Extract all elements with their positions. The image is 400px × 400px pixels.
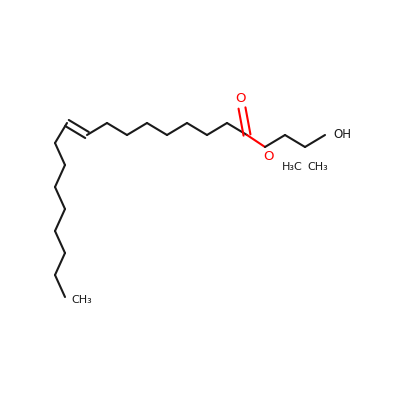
Text: CH₃: CH₃	[72, 295, 92, 305]
Text: CH₃: CH₃	[308, 162, 328, 172]
Text: H₃C: H₃C	[282, 162, 302, 172]
Text: O: O	[235, 92, 245, 106]
Text: O: O	[264, 150, 274, 162]
Text: OH: OH	[333, 128, 351, 142]
